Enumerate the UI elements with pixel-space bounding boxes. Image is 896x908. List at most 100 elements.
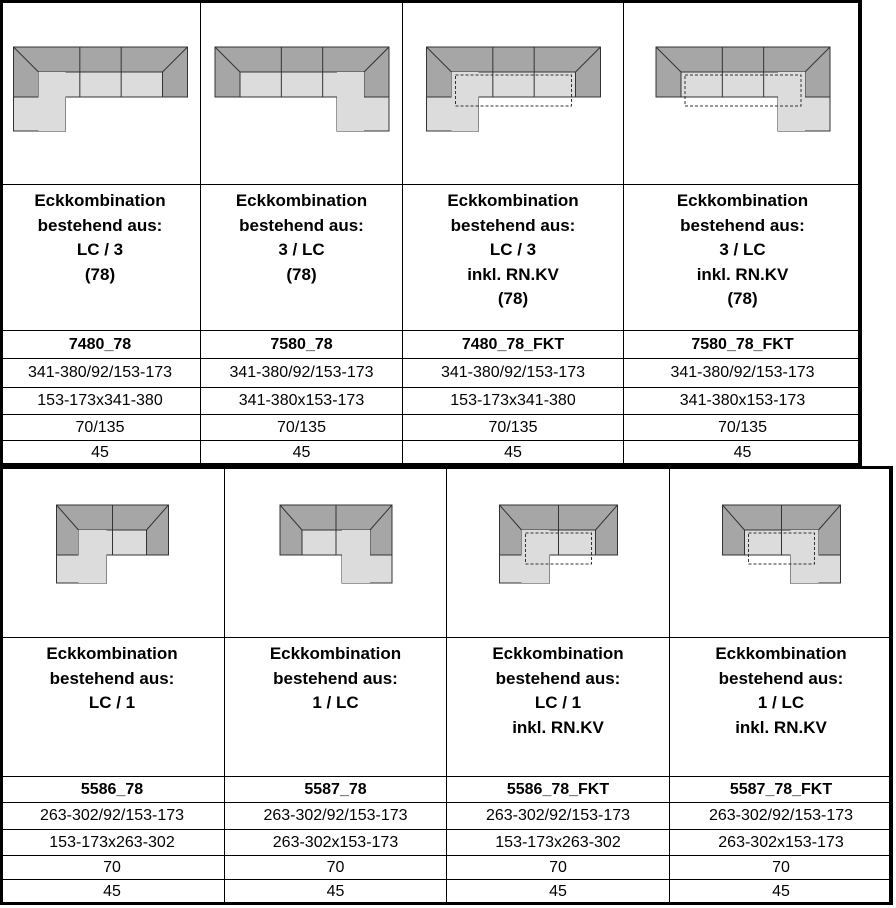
description-line: Eckkombination	[34, 191, 166, 210]
dimensions: 263-302/92/153-173	[0, 803, 225, 830]
code: 5587_78	[225, 777, 447, 803]
sofa-corner	[426, 46, 452, 73]
description-line: Eckkombination	[269, 644, 402, 663]
seat-depth: 70/135	[201, 415, 403, 441]
description-cell: Eckkombination bestehend aus: 3 / LC inkl. …	[624, 185, 862, 331]
description-line: (78)	[286, 264, 317, 284]
description-line: bestehend aus:	[37, 215, 163, 235]
description-cell: Eckkombination bestehend aus: 1 / LC	[225, 638, 447, 777]
description-line: 3 / LC	[278, 240, 325, 259]
seat-depth: 70/135	[403, 415, 624, 441]
seat-depth: 70	[0, 856, 225, 880]
image-cell	[225, 466, 447, 638]
description-line: LC / 1	[88, 693, 136, 712]
sofa-icon	[655, 46, 831, 132]
sofa-corner	[279, 504, 303, 531]
footprint: 153-173x263-302	[447, 830, 670, 856]
sofa-corner	[56, 504, 79, 531]
description-line: Eckkombination	[447, 191, 579, 210]
sofa-function	[684, 74, 802, 107]
dimensions: 341-380/92/153-173	[201, 359, 403, 388]
sofa-corner	[499, 504, 522, 531]
description-line: 1 / LC	[757, 693, 805, 712]
description-cell: Eckkombination bestehend aus: 3 / LC (78)	[201, 185, 403, 331]
sofa-corner	[214, 46, 241, 73]
description-line: (78)	[497, 289, 529, 308]
sofa-function	[748, 532, 815, 565]
code: 5586_78	[0, 777, 225, 803]
image-cell	[447, 466, 670, 638]
description-line: bestehend aus:	[718, 668, 844, 688]
description-line: LC / 3	[76, 240, 124, 259]
image-cell	[0, 466, 225, 638]
table	[0, 0, 862, 466]
code: 5586_78_FKT	[447, 777, 670, 803]
sofa-corner	[722, 504, 745, 531]
sofa-function	[455, 74, 572, 107]
image-cell	[201, 0, 403, 185]
sofa-corner	[575, 46, 601, 73]
description-line: Eckkombination	[235, 191, 368, 210]
description-line: LC / 1	[534, 693, 582, 712]
footprint: 341-380x153-173	[201, 388, 403, 415]
sofa-icon	[426, 46, 601, 132]
sofa-icon	[499, 504, 618, 584]
sofa-icon	[13, 46, 188, 132]
sofa-icon	[56, 504, 169, 584]
description-line: LC / 3	[489, 240, 537, 259]
sofa-chaise-seat	[521, 530, 550, 583]
dimensions: 341-380/92/153-173	[0, 359, 201, 388]
sofa-corner	[804, 46, 831, 73]
sofa-corner	[13, 46, 39, 73]
description-line: inkl. RN.KV	[735, 717, 827, 737]
description-line: Eckkombination	[46, 644, 178, 663]
sofa-chaise-seat	[342, 530, 370, 583]
sofa-chaise-seat	[78, 530, 107, 583]
dimensions: 263-302/92/153-173	[447, 803, 670, 830]
dimensions: 263-302/92/153-173	[225, 803, 447, 830]
description-cell: Eckkombination bestehend aus: LC / 3 (78)	[0, 185, 201, 331]
description-line: bestehend aus:	[495, 668, 621, 688]
sofa-corner	[369, 504, 393, 531]
footprint: 153-173x341-380	[0, 388, 201, 415]
seat-depth: 70	[447, 856, 670, 880]
sofa-corner	[162, 46, 188, 73]
footprint: 153-173x341-380	[403, 388, 624, 415]
description-cell: Eckkombination bestehend aus: LC / 1 inkl. …	[447, 638, 670, 777]
sofa-corner	[595, 504, 618, 531]
sofa-icon	[214, 46, 390, 132]
description-line: 3 / LC	[719, 240, 766, 259]
description-line: bestehend aus:	[49, 668, 175, 688]
description-line: Eckkombination	[492, 644, 624, 663]
sofa-icon	[722, 504, 841, 584]
footprint: 263-302x153-173	[225, 830, 447, 856]
description-line: bestehend aus:	[680, 215, 805, 235]
image-cell	[403, 0, 624, 185]
description-line: Eckkombination	[715, 644, 847, 663]
sofa-chaise-seat	[337, 72, 364, 131]
description-line: inkl. RN.KV	[467, 264, 559, 284]
description-cell: Eckkombination bestehend aus: LC / 3 inkl. …	[403, 185, 624, 331]
footprint: 153-173x263-302	[0, 830, 225, 856]
sofa-corner	[655, 46, 682, 73]
sofa-chaise-seat	[38, 72, 66, 131]
code: 7480_78	[0, 331, 201, 359]
code: 7480_78_FKT	[403, 331, 624, 359]
description-line: (78)	[84, 264, 116, 284]
seat-depth: 70	[225, 856, 447, 880]
description-cell: Eckkombination bestehend aus: LC / 1	[0, 638, 225, 777]
table	[0, 466, 893, 905]
description-line: inkl. RN.KV	[696, 264, 789, 284]
dimensions: 341-380/92/153-173	[403, 359, 624, 388]
description-cell: Eckkombination bestehend aus: 1 / LC inkl. …	[670, 638, 893, 777]
description-line: inkl. RN.KV	[512, 717, 604, 737]
code: 7580_78	[201, 331, 403, 359]
sofa-function	[525, 532, 592, 565]
sofa-chaise-seat	[790, 530, 819, 583]
sofa-corner	[363, 46, 390, 73]
description-line: 1 / LC	[312, 693, 359, 712]
sofa-icon	[279, 504, 393, 584]
seat-depth: 70/135	[0, 415, 201, 441]
